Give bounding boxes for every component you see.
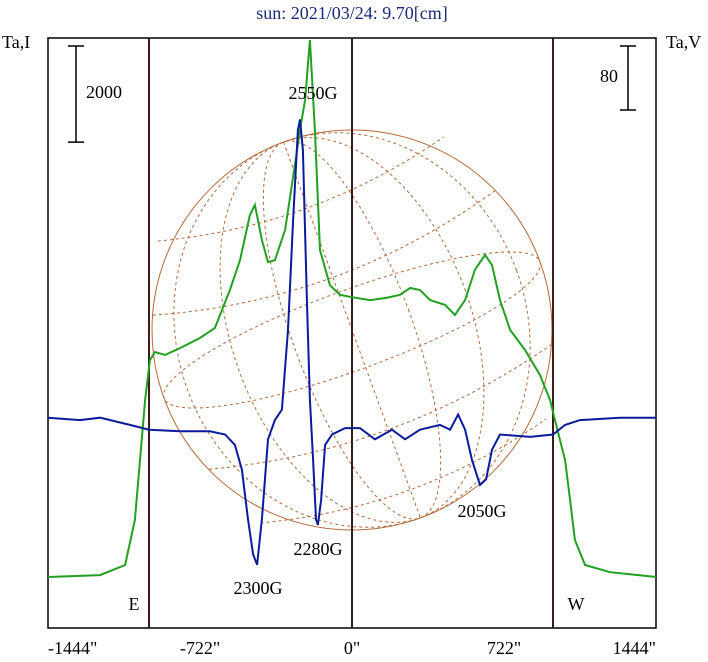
series-line bbox=[47, 39, 657, 578]
limb-label: W bbox=[568, 594, 585, 614]
annotation: 2300G bbox=[234, 578, 283, 598]
limb-label: E bbox=[129, 594, 140, 614]
x-tick-label: -722" bbox=[180, 638, 220, 658]
scale-bar-label: 2000 bbox=[86, 82, 122, 102]
x-tick-label: -1444" bbox=[48, 638, 97, 658]
y2-axis-label: Ta,V bbox=[666, 32, 701, 52]
chart-title: sun: 2021/03/24: 9.70[cm] bbox=[256, 3, 448, 23]
annotation: 2050G bbox=[458, 501, 507, 521]
x-tick-label: 0" bbox=[344, 638, 360, 658]
limb-lines bbox=[148, 38, 554, 628]
series-line bbox=[47, 119, 656, 566]
y-axis-label: Ta,I bbox=[2, 32, 30, 52]
annotation: 2280G bbox=[294, 539, 343, 559]
annotation: 2550G bbox=[289, 83, 338, 103]
x-tick-label: 722" bbox=[487, 638, 521, 658]
scale-bar bbox=[620, 45, 636, 111]
x-tick-label: 1444" bbox=[613, 638, 656, 658]
scale-bar-label: 80 bbox=[600, 66, 618, 86]
scale-bar bbox=[68, 45, 84, 143]
